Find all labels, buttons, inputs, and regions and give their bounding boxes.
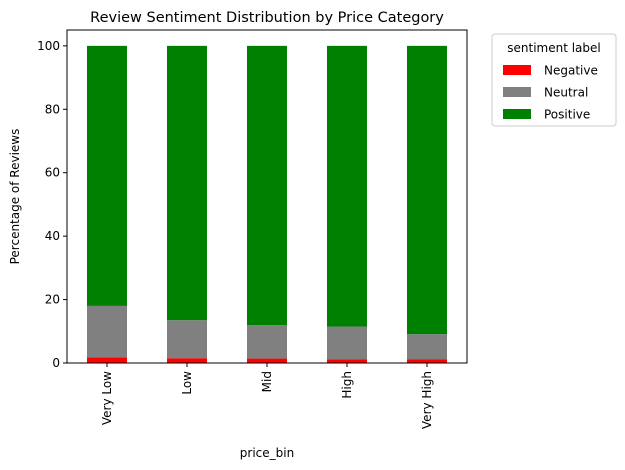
y-tick-label: 40 xyxy=(45,229,60,243)
bar-positive-very-low xyxy=(87,45,127,306)
y-tick-label: 20 xyxy=(45,293,60,307)
legend-frame xyxy=(491,33,617,127)
bar-negative-mid xyxy=(247,358,287,363)
bar-negative-low xyxy=(167,358,207,363)
bar-negative-very-high xyxy=(407,359,447,363)
y-tick-label: 0 xyxy=(52,356,60,370)
legend-swatch-negative xyxy=(503,65,531,75)
bar-positive-very-high xyxy=(407,45,447,335)
bar-positive-high xyxy=(327,45,367,327)
x-axis-label: price_bin xyxy=(240,446,294,460)
legend-label-negative: Negative xyxy=(544,64,598,78)
chart-title: Review Sentiment Distribution by Price C… xyxy=(90,10,444,26)
x-tick-label: High xyxy=(340,371,354,399)
plot-area xyxy=(87,45,447,363)
legend: sentiment label Negative Neutral Positive xyxy=(491,33,617,127)
bar-negative-very-low xyxy=(87,357,127,363)
bar-neutral-mid xyxy=(247,325,287,359)
y-tick-label: 80 xyxy=(45,102,60,116)
legend-label-positive: Positive xyxy=(544,108,590,122)
legend-swatch-neutral xyxy=(503,87,531,97)
legend-swatch-positive xyxy=(503,109,531,119)
bar-neutral-very-high xyxy=(407,334,447,360)
y-tick-label: 100 xyxy=(37,39,60,53)
y-tick-label: 60 xyxy=(45,166,60,180)
x-tick-label: Very High xyxy=(420,371,434,429)
y-axis-label: Percentage of Reviews xyxy=(8,129,22,265)
x-tick-label: Very Low xyxy=(100,371,114,425)
x-tick-label: Low xyxy=(180,371,194,395)
legend-title: sentiment label xyxy=(507,41,601,55)
bar-positive-mid xyxy=(247,45,287,326)
bar-positive-low xyxy=(167,45,207,321)
bar-negative-high xyxy=(327,359,367,363)
bar-neutral-high xyxy=(327,326,367,360)
x-tick-label: Mid xyxy=(260,371,274,392)
legend-label-neutral: Neutral xyxy=(544,86,588,100)
bar-neutral-low xyxy=(167,320,207,359)
bar-neutral-very-low xyxy=(87,305,127,358)
